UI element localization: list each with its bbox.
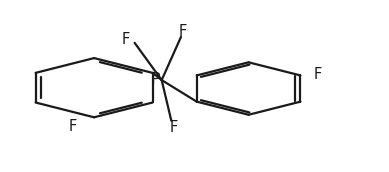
Text: F: F [122, 32, 130, 47]
Text: P: P [151, 72, 160, 87]
Text: F: F [69, 119, 77, 134]
Text: F: F [314, 67, 322, 82]
Text: F: F [179, 24, 187, 39]
Text: F: F [169, 120, 177, 135]
